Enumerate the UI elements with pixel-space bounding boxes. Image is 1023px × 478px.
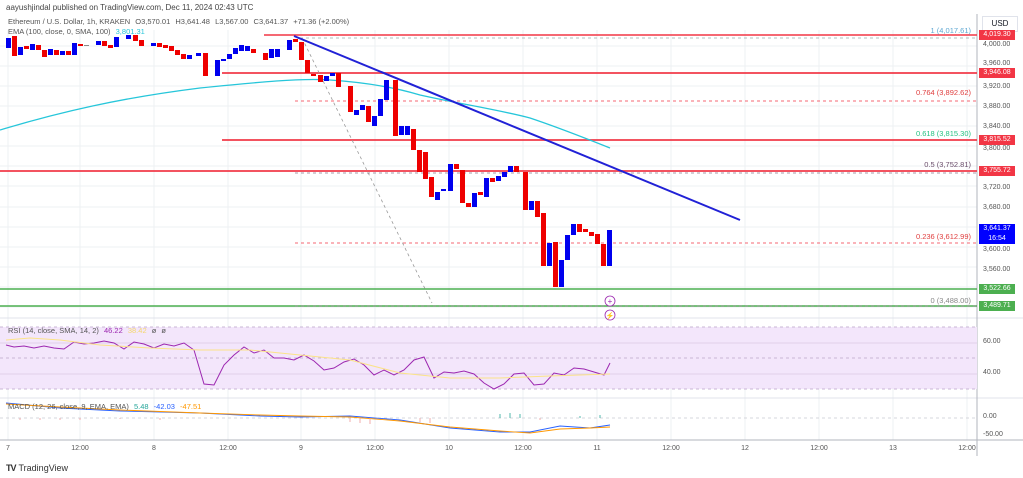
ohlc-open: O3,570.01 <box>135 17 171 26</box>
level-tag-3755: 3,755.72 <box>979 166 1015 176</box>
time-tick: 9 <box>299 445 303 452</box>
time-tick: 12:00 <box>514 445 532 452</box>
current-price-tag: 3,641.37 16:54 <box>979 224 1015 244</box>
tradingview-logo[interactable]: TV TradingView <box>6 463 68 473</box>
level-tag-3489: 3,489.71 <box>979 301 1015 311</box>
time-tick: 12:00 <box>219 445 237 452</box>
time-tick: 11 <box>593 445 601 452</box>
time-tick: 12:00 <box>662 445 680 452</box>
time-tick: 12:00 <box>958 445 976 452</box>
macd-tick-neg50: -50.00 <box>983 431 1003 438</box>
ema-label: EMA (100, close, 0, SMA, 100) <box>8 27 111 36</box>
level-tag-3522: 3,522.66 <box>979 284 1015 294</box>
rsi-sma-value: 38.42 <box>127 326 147 335</box>
price-tick: 3,960.00 <box>983 60 1011 67</box>
time-tick: 13 <box>889 445 897 452</box>
ema-legend[interactable]: EMA (100, close, 0, SMA, 100) 3,801.31 <box>8 27 145 36</box>
level-tag-3946: 3,946.08 <box>979 68 1015 78</box>
ohlc-close: C3,641.37 <box>253 17 289 26</box>
price-change: +71.36 (+2.00%) <box>293 17 350 26</box>
price-tick: 3,560.00 <box>983 266 1011 273</box>
rsi-tick-60: 60.00 <box>983 338 1001 345</box>
macd-tick-0: 0.00 <box>983 413 997 420</box>
price-tick: 4,000.00 <box>983 41 1011 48</box>
fib-label-0236: 0.236 (3,612.99) <box>915 232 971 241</box>
macd-value: -42.03 <box>153 402 175 411</box>
macd-signal-value: -47.51 <box>180 402 202 411</box>
svg-text:⚡: ⚡ <box>606 311 615 320</box>
time-tick: 7 <box>6 445 10 452</box>
rsi-label: RSI (14, close, SMA, 14, 2) <box>8 326 99 335</box>
add-alert-icon <box>604 295 616 307</box>
ema-value: 3,801.31 <box>115 27 145 36</box>
price-tick: 3,800.00 <box>983 145 1011 152</box>
fib-label-0: 0 (3,488.00) <box>930 296 971 305</box>
price-tick: 3,840.00 <box>983 123 1011 130</box>
level-tag-4019: 4,019.30 <box>979 30 1015 40</box>
fib-label-05: 0.5 (3,752.81) <box>924 160 971 169</box>
time-tick: 10 <box>445 445 453 452</box>
time-tick: 12:00 <box>810 445 828 452</box>
macd-hist-value: 5.48 <box>133 402 149 411</box>
price-tick: 3,920.00 <box>983 83 1011 90</box>
macd-label: MACD (12, 26, close, 9, EMA, EMA) <box>8 402 129 411</box>
time-tick: 12 <box>741 445 749 452</box>
time-tick: 12:00 <box>366 445 384 452</box>
symbol-title: Ethereum / U.S. Dollar, 1h, KRAKEN <box>8 17 131 26</box>
time-tick: 12:00 <box>71 445 89 452</box>
symbol-legend[interactable]: Ethereum / U.S. Dollar, 1h, KRAKEN O3,57… <box>8 17 349 26</box>
tradingview-logo-icon: TV <box>6 463 16 473</box>
time-tick: 8 <box>152 445 156 452</box>
level-tag-3815: 3,815.52 <box>979 135 1015 145</box>
price-tick: 3,600.00 <box>983 246 1011 253</box>
tradingview-logo-text: TradingView <box>18 463 69 473</box>
bar-countdown: 16:54 <box>988 235 1006 242</box>
lightning-icon <box>604 309 616 321</box>
publisher-caption: aayushjindal published on TradingView.co… <box>6 3 254 12</box>
fib-label-0764: 0.764 (3,892.62) <box>915 88 971 97</box>
rsi-tick-40: 40.00 <box>983 369 1001 376</box>
price-tick: 3,720.00 <box>983 184 1011 191</box>
fib-label-1: 1 (4,017.61) <box>930 26 971 35</box>
macd-legend[interactable]: MACD (12, 26, close, 9, EMA, EMA) 5.48 -… <box>8 402 201 411</box>
rsi-extra-1: ø <box>151 326 157 335</box>
fib-label-0618: 0.618 (3,815.30) <box>915 129 971 138</box>
rsi-legend[interactable]: RSI (14, close, SMA, 14, 2) 46.22 38.42 … <box>8 326 166 335</box>
price-tick: 3,880.00 <box>983 103 1011 110</box>
price-tick: 3,680.00 <box>983 204 1011 211</box>
svg-text:+: + <box>608 297 613 306</box>
ohlc-high: H3,641.48 <box>175 17 210 26</box>
rsi-extra-2: ø <box>161 326 166 335</box>
current-price: 3,641.37 <box>983 225 1011 232</box>
rsi-value: 46.22 <box>103 326 123 335</box>
ohlc-low: L3,567.00 <box>215 17 249 26</box>
